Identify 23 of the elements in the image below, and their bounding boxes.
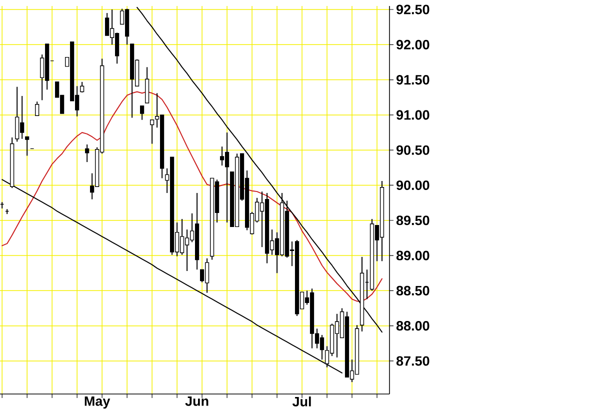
y-tick-label: 91.00 (396, 110, 430, 120)
y-tick-label: 90.00 (396, 180, 430, 190)
candlestick (150, 119, 154, 144)
candlestick (145, 66, 150, 104)
y-tick-label: 89.00 (396, 250, 430, 260)
y-tick-label: 92.50 (396, 4, 430, 14)
y-tick-label: 88.00 (396, 321, 430, 331)
y-tick-label: 88.50 (396, 286, 430, 296)
candlestick (25, 136, 30, 156)
y-tick-label: 89.50 (396, 216, 430, 226)
x-tick-label: Jun (185, 396, 208, 406)
y-tick-label: 87.50 (396, 356, 430, 366)
line-series (136, 6, 382, 333)
candlestick (80, 81, 84, 93)
y-tick-label: 92.00 (396, 40, 430, 50)
candlestick (140, 105, 144, 120)
y-tick-label: 90.50 (396, 145, 430, 155)
x-tick-label: May (84, 396, 110, 409)
candlestick (35, 101, 40, 116)
candlestick (85, 144, 90, 163)
x-tick-label: Jul (292, 396, 311, 406)
y-tick-label: 91.50 (396, 75, 430, 85)
line-series (2, 91, 382, 302)
